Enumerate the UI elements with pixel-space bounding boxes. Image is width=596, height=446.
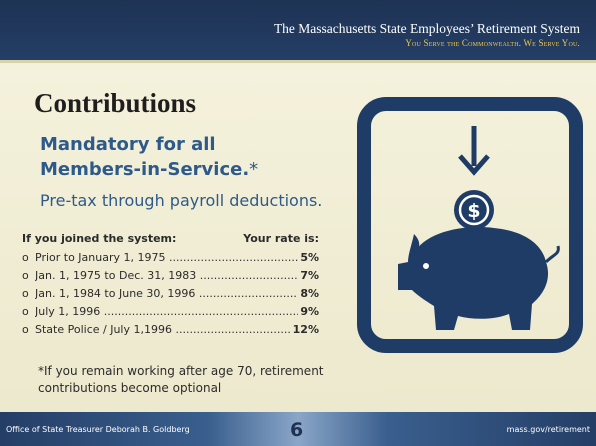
- row-rate: 7%: [300, 268, 319, 282]
- footer-band: Office of State Treasurer Deborah B. Gol…: [0, 412, 596, 446]
- bullet: o: [22, 250, 29, 264]
- subtitle-detail: Pre-tax through payroll deductions.: [40, 191, 323, 210]
- column-header: If you joined the system:: [22, 232, 177, 245]
- header-band: The Massachusetts State Employees’ Retir…: [0, 0, 596, 63]
- table-row: o State Police / July 1,199612%: [22, 320, 319, 338]
- slide-title: Contributions: [34, 88, 197, 118]
- asterisk: *: [249, 159, 259, 180]
- row-label: July 1, 1996: [35, 305, 298, 318]
- column-header: Your rate is:: [243, 232, 319, 245]
- subtitle-line: Members-in-Service.*: [40, 159, 258, 180]
- table-row: o Jan. 1, 1984 to June 30, 19968%: [22, 284, 319, 302]
- svg-text:$: $: [467, 200, 480, 222]
- row-rate: 5%: [300, 250, 319, 264]
- table-row: o July 1, 19969%: [22, 302, 319, 320]
- footer-left: Office of State Treasurer Deborah B. Gol…: [6, 425, 190, 434]
- row-rate: 9%: [300, 304, 319, 318]
- piggy-bank-icon: $: [357, 97, 583, 353]
- table-header: If you joined the system: Your rate is:: [22, 232, 319, 248]
- footnote: *If you remain working after age 70, ret…: [38, 364, 324, 395]
- row-rate: 12%: [292, 322, 319, 336]
- subtitle-text: Members-in-Service.: [40, 159, 250, 180]
- rate-table: If you joined the system: Your rate is: …: [22, 232, 319, 338]
- bullet: o: [22, 268, 29, 282]
- bullet: o: [22, 286, 29, 300]
- bullet: o: [22, 304, 29, 318]
- row-rate: 8%: [300, 286, 319, 300]
- row-label: State Police / July 1,1996: [35, 323, 291, 336]
- row-label: Jan. 1, 1984 to June 30, 1996: [35, 287, 298, 300]
- page-number: 6: [290, 419, 304, 441]
- row-label: Prior to January 1, 1975: [35, 251, 298, 264]
- bullet: o: [22, 322, 29, 336]
- subtitle-line: Mandatory for all: [40, 134, 216, 155]
- row-label: Jan. 1, 1975 to Dec. 31, 1983: [35, 269, 298, 282]
- footer-right: mass.gov/retirement: [506, 425, 590, 434]
- table-row: o Prior to January 1, 19755%: [22, 248, 319, 266]
- organization-name: The Massachusetts State Employees’ Retir…: [273, 21, 580, 36]
- table-row: o Jan. 1, 1975 to Dec. 31, 19837%: [22, 266, 319, 284]
- tagline: You Serve the Commonwealth. We Serve You…: [405, 38, 580, 48]
